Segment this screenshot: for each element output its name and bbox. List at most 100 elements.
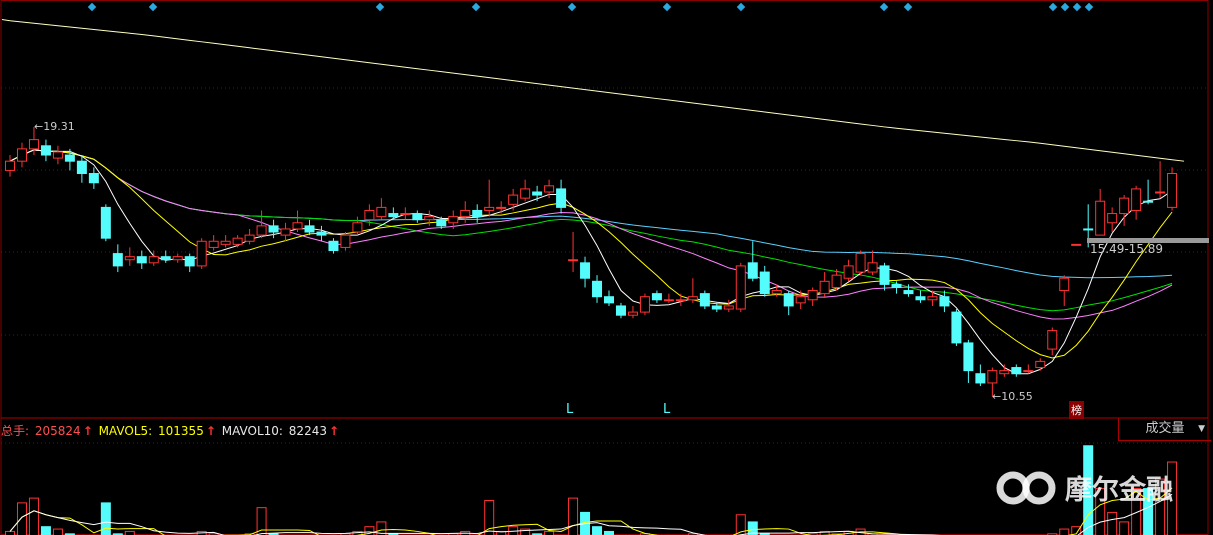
candle-down — [1011, 367, 1022, 375]
volume-bar — [520, 528, 531, 535]
candle-down — [328, 240, 339, 252]
candle-up — [855, 253, 866, 273]
volume-bar — [807, 533, 818, 535]
volume-bar — [532, 533, 543, 535]
candle-up — [568, 259, 579, 262]
volume-bar — [1119, 521, 1130, 535]
candle-up — [927, 296, 938, 301]
candle-up — [244, 234, 255, 242]
volume-bar — [735, 514, 746, 535]
candle-up — [1035, 360, 1046, 369]
mavol10-label: MAVOL10: — [221, 424, 283, 438]
candle-up — [400, 213, 411, 216]
volume-bar — [687, 533, 698, 535]
candle-up — [627, 311, 638, 316]
event-diamond-icon — [879, 2, 889, 12]
event-diamond-icon — [1048, 2, 1058, 12]
candle-down — [316, 231, 327, 236]
candle-down — [783, 293, 794, 307]
up-arrow-icon: ↑ — [82, 424, 93, 438]
candle-down — [604, 296, 614, 304]
candle-down — [891, 283, 902, 288]
candle-down — [1143, 200, 1154, 203]
event-diamond-icon — [1060, 2, 1070, 12]
candle-up — [1155, 191, 1166, 194]
candle-down — [879, 265, 890, 285]
volume-bar — [484, 500, 495, 535]
candle-up — [448, 216, 459, 224]
candle-up — [1071, 243, 1082, 246]
low-price-value: 10.55 — [1001, 390, 1033, 403]
candle-down — [412, 213, 423, 221]
candle-up — [424, 216, 435, 221]
ma5-line — [9, 149, 1173, 375]
ma20-line — [9, 149, 1173, 320]
candle-down — [532, 191, 543, 196]
candle-up — [376, 206, 387, 218]
candle-up — [220, 240, 231, 245]
candle-down — [747, 262, 758, 279]
signal-marker-l[interactable]: L — [566, 402, 574, 417]
mavol5-value: 101355 — [158, 424, 204, 438]
volume-bar — [1167, 461, 1178, 535]
candle-up — [819, 280, 830, 295]
candle-down — [268, 225, 279, 233]
candle-down — [699, 293, 710, 307]
high-price-value: 19.31 — [43, 120, 75, 133]
up-arrow-icon: ↑ — [328, 424, 340, 438]
volume-bar — [819, 530, 830, 535]
candle-down — [388, 213, 399, 218]
total-volume-label: 总手: — [1, 424, 30, 438]
volume-bar — [112, 533, 123, 535]
volume-bar — [759, 533, 770, 535]
double-ring-logo-icon — [996, 471, 1056, 504]
candle-down — [615, 305, 626, 316]
candle-up — [28, 139, 39, 150]
candle-up — [364, 209, 375, 221]
event-diamond-icon — [903, 2, 913, 12]
candle-down — [40, 145, 51, 156]
candle-up — [544, 185, 555, 193]
volume-bar — [376, 521, 387, 535]
indicator-select[interactable]: 成交量 ▼ — [1118, 418, 1211, 441]
candle-up — [1131, 188, 1142, 211]
candle-up — [52, 151, 63, 159]
watermark-text: 摩尔金融 — [1065, 475, 1173, 506]
volume-bar — [64, 533, 75, 535]
candle-up — [867, 262, 878, 273]
signal-marker-l[interactable]: L — [663, 402, 671, 417]
candle-up — [663, 299, 674, 302]
candle-up — [340, 234, 351, 248]
candle-up — [999, 370, 1010, 375]
candle-up — [723, 305, 734, 310]
candle-down — [975, 373, 986, 384]
event-diamond-icon — [87, 2, 97, 12]
candle-up — [484, 206, 495, 211]
candle-up — [496, 206, 507, 209]
volume-bar — [52, 528, 63, 535]
candle-down — [592, 280, 603, 298]
low-price-label: ←10.55 — [992, 390, 1033, 403]
candle-up — [1167, 173, 1178, 208]
volume-bar — [1047, 533, 1058, 535]
candle-up — [687, 296, 698, 301]
candle-up — [639, 296, 650, 313]
candle-up — [124, 256, 135, 261]
candle-down — [651, 293, 662, 301]
candle-up — [508, 194, 519, 205]
candle-up — [520, 188, 531, 199]
candle-up — [807, 290, 818, 301]
candle-down — [436, 219, 447, 227]
candle-up — [208, 240, 219, 248]
candle-down — [580, 262, 591, 279]
candle-down — [112, 253, 123, 267]
candle-down — [472, 209, 483, 218]
ranking-badge[interactable]: 榜 — [1069, 401, 1084, 419]
candle-up — [196, 240, 207, 267]
candle-down — [1083, 228, 1094, 231]
candle-up — [280, 228, 291, 236]
volume-bar — [747, 521, 758, 535]
candle-down — [184, 256, 195, 267]
candle-up — [1095, 200, 1106, 236]
